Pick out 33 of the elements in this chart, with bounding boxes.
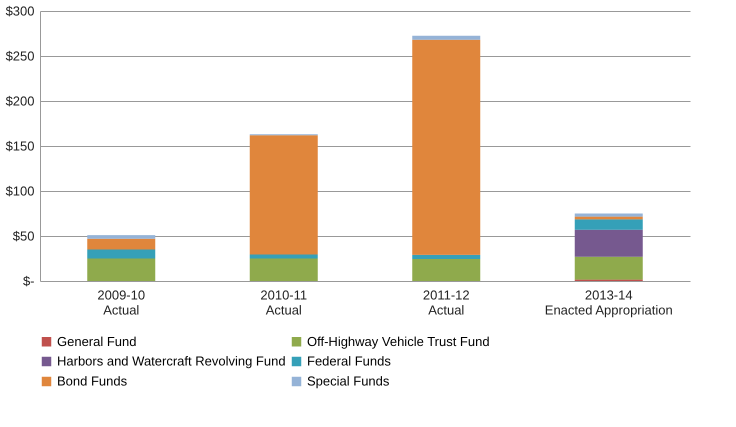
- y-tick-label: $300: [6, 4, 34, 18]
- x-tick-label: 2011-12 Actual: [422, 288, 470, 318]
- bar: [412, 258, 480, 281]
- bar: [250, 135, 318, 254]
- y-tick-label: $100: [6, 184, 34, 198]
- legend-label: Special Funds: [307, 374, 390, 388]
- bar: [412, 254, 480, 259]
- y-tick-label: $250: [6, 48, 34, 64]
- x-tick-label: 2013-14 Enacted Appropriation: [544, 288, 673, 318]
- legend-label: Bond Funds: [57, 374, 128, 388]
- bar: [87, 258, 156, 281]
- bar: [87, 238, 156, 250]
- bar: [574, 216, 643, 220]
- x-tick-label: 2010-11 Actual: [260, 288, 308, 318]
- legend-label: Federal Funds: [307, 354, 392, 368]
- bar: [574, 214, 643, 217]
- x-tick-label: 2009-10 Actual: [97, 288, 146, 318]
- legend-label: Harbors and Watercraft Revolving Fund: [57, 354, 286, 368]
- bar: [250, 258, 318, 281]
- bar: [574, 256, 643, 280]
- legend-label: Off-Highway Vehicle Trust Fund: [307, 334, 490, 349]
- y-tick-label: $50: [12, 228, 34, 244]
- y-tick-label: $-: [22, 274, 34, 288]
- legend-label: General Fund: [57, 334, 136, 349]
- bar: [574, 219, 643, 230]
- bar: [412, 36, 480, 40]
- y-tick-label: $150: [6, 138, 34, 154]
- bar: [87, 235, 156, 239]
- bar: [574, 230, 643, 257]
- bar: [87, 250, 156, 258]
- y-tick-label: $200: [6, 94, 34, 108]
- bar: [412, 40, 480, 255]
- bar: [250, 254, 318, 258]
